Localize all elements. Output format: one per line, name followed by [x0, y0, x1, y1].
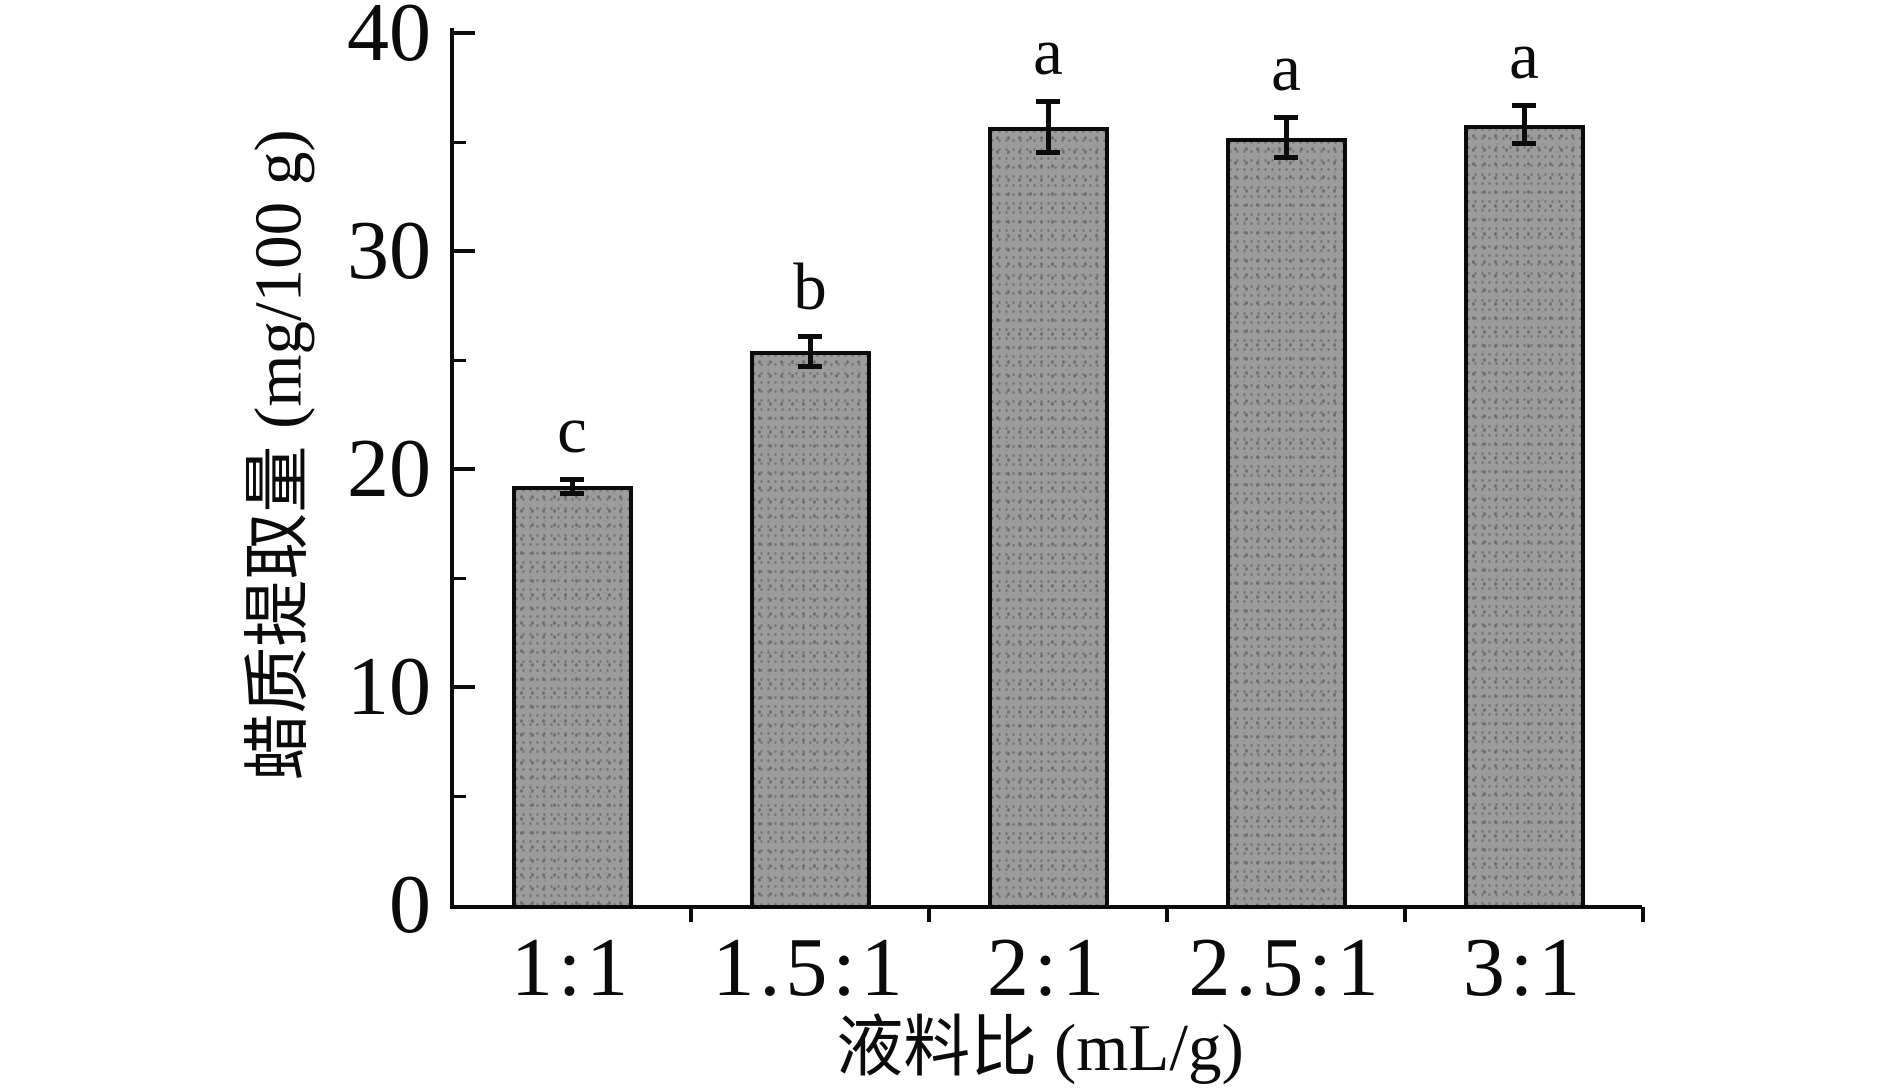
x-category-label-3-1: 3:1 [1462, 921, 1586, 1014]
y-major-tick-20 [454, 467, 475, 471]
error-bar-bottom-cap-2-1 [1036, 149, 1060, 155]
sig-letter-a-2-1: a [1033, 14, 1063, 89]
y-minor-tick-25 [454, 358, 466, 362]
y-major-tick-10 [454, 685, 475, 689]
bar-1-1 [511, 486, 633, 909]
error-bar-bottom-cap-2-5-1 [1274, 155, 1298, 161]
x-axis-title: 液料比 (mL/g) [836, 1011, 1244, 1085]
bar-1-5-1 [749, 351, 871, 909]
bar-2-1 [987, 126, 1109, 909]
x-category-label-1-5-1: 1.5:1 [712, 921, 908, 1014]
y-tick-label-20: 20 [347, 422, 431, 515]
sig-letter-b-1-5-1: b [793, 250, 827, 325]
y-tick-label-0: 0 [389, 858, 431, 951]
bar-2-5-1 [1225, 137, 1347, 909]
error-bar-bottom-cap-1-1 [560, 491, 584, 497]
x-category-label-2-5-1: 2.5:1 [1188, 921, 1384, 1014]
y-major-tick-40 [454, 31, 475, 35]
y-tick-label-30: 30 [347, 204, 431, 297]
error-bar-1-5-1 [807, 336, 813, 367]
error-bar-1-1 [569, 478, 575, 495]
error-bar-top-cap-1-5-1 [798, 334, 822, 340]
x-tick-1 [927, 907, 931, 922]
error-bar-2-1 [1045, 100, 1051, 153]
y-major-tick-30 [454, 249, 475, 253]
y-minor-tick-5 [454, 794, 466, 798]
error-bar-3-1 [1521, 104, 1527, 145]
sig-letter-a-2-5-1: a [1271, 30, 1301, 105]
error-bar-top-cap-1-1 [560, 476, 584, 482]
error-bar-bottom-cap-1-5-1 [798, 363, 822, 369]
error-bar-top-cap-2-1 [1036, 98, 1060, 104]
y-minor-tick-15 [454, 576, 466, 580]
y-axis-line [450, 28, 454, 909]
x-tick-3 [1403, 907, 1407, 922]
x-category-label-2-1: 2:1 [986, 921, 1110, 1014]
sig-letter-c-1-1: c [557, 392, 587, 467]
x-category-label-1-1: 1:1 [510, 921, 634, 1014]
error-bar-top-cap-2-5-1 [1274, 114, 1298, 120]
error-bar-top-cap-3-1 [1512, 102, 1536, 108]
x-tick-0 [689, 907, 693, 922]
x-tick-2 [1165, 907, 1169, 922]
y-tick-label-10: 10 [347, 640, 431, 733]
y-minor-tick-35 [454, 140, 466, 144]
x-tick-4 [1641, 907, 1645, 922]
y-tick-label-40: 40 [347, 0, 431, 79]
error-bar-2-5-1 [1283, 116, 1289, 159]
bar-3-1 [1463, 124, 1585, 909]
error-bar-bottom-cap-3-1 [1512, 141, 1536, 147]
sig-letter-a-3-1: a [1509, 18, 1539, 93]
